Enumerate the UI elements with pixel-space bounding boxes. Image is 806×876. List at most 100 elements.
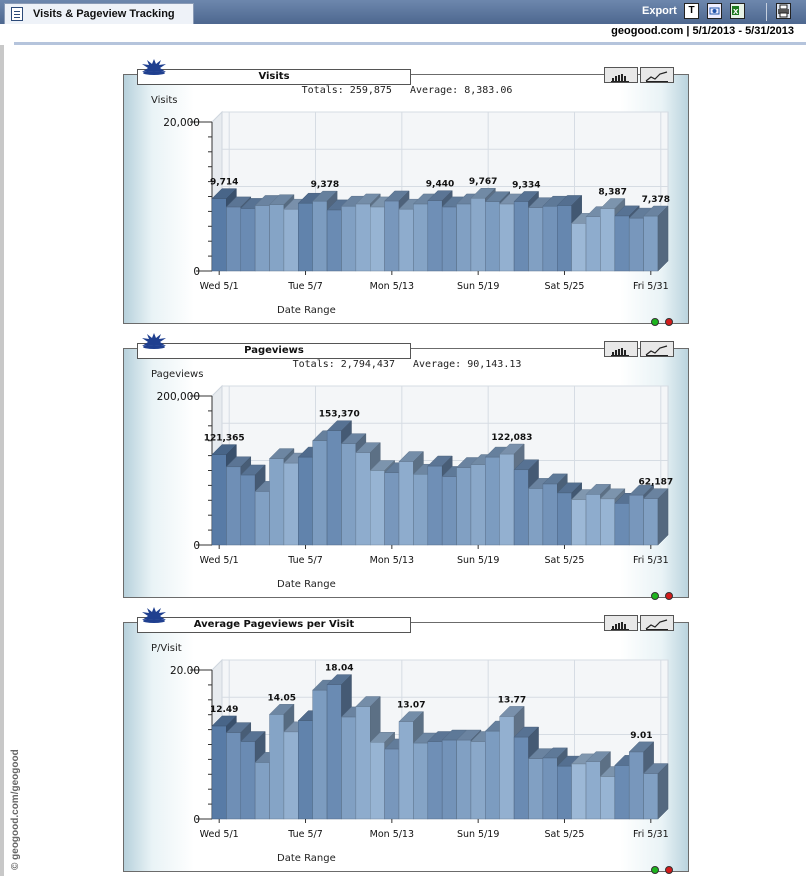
bar-front	[226, 732, 242, 820]
bar-front	[283, 208, 299, 272]
bar	[643, 488, 669, 546]
bar-front	[513, 201, 529, 272]
bar-side	[657, 488, 669, 546]
bar-chart-toggle-button[interactable]	[604, 67, 638, 83]
bar-side	[657, 762, 669, 820]
header-bar: Visits & Pageview Tracking Export T X	[0, 0, 806, 24]
bar-front	[643, 773, 659, 820]
bar-front	[571, 223, 587, 272]
bar-front	[585, 494, 601, 546]
data-label: 13.77	[498, 695, 526, 705]
starburst-icon	[141, 58, 167, 76]
x-tick-label: Sun 5/19	[457, 281, 499, 292]
bar-front	[427, 465, 443, 546]
bar-front	[341, 205, 357, 272]
bar-front	[456, 467, 472, 546]
bar-front	[585, 761, 601, 820]
bar-front	[398, 721, 414, 820]
text-export-icon[interactable]: T	[684, 3, 699, 19]
left-border	[0, 45, 4, 876]
x-tick-label: Wed 5/1	[200, 829, 239, 840]
bar-front	[557, 205, 572, 272]
green-status-dot[interactable]	[651, 592, 659, 600]
sub-header	[0, 24, 806, 42]
data-label: 12.49	[210, 705, 238, 715]
report-tab[interactable]: Visits & Pageview Tracking	[4, 3, 194, 24]
bar-front	[355, 706, 371, 820]
red-status-dot[interactable]	[665, 318, 673, 326]
bar-front	[614, 765, 630, 820]
bar-side	[657, 205, 669, 272]
bar-front	[298, 720, 313, 820]
pageviews-per-visit-chart-panel: Average Pageviews per Visit P/Visit Date R…	[123, 607, 689, 874]
bar-front	[600, 208, 616, 272]
x-axis-title: Date Range	[277, 853, 336, 864]
bar-front	[312, 440, 328, 546]
bar-front	[513, 469, 529, 546]
bar-front	[571, 763, 587, 820]
x-tick-label: Fri 5/31	[633, 281, 669, 292]
bar-front	[542, 205, 558, 272]
bar-front	[542, 483, 558, 546]
bar-front	[269, 458, 285, 546]
bar-front	[240, 474, 256, 546]
bar-front	[384, 748, 400, 820]
y-tick-label: 200,000	[157, 391, 200, 403]
y-tick-label: 20.00	[170, 665, 200, 677]
x-tick-label: Fri 5/31	[633, 555, 669, 566]
green-status-dot[interactable]	[651, 866, 659, 874]
bar-front	[470, 464, 486, 546]
y-axis-title: Visits	[151, 95, 178, 106]
bar-front	[427, 741, 443, 820]
bar-front	[398, 461, 414, 546]
bar-front	[528, 488, 544, 546]
line-chart-toggle-button[interactable]	[640, 615, 674, 631]
x-tick-label: Sat 5/25	[545, 555, 585, 566]
x-tick-label: Sun 5/19	[457, 829, 499, 840]
bar-front	[499, 203, 515, 272]
bar-front	[269, 714, 285, 820]
red-status-dot[interactable]	[665, 866, 673, 874]
bar-front	[269, 204, 285, 272]
bar-front	[485, 456, 500, 546]
red-status-dot[interactable]	[665, 592, 673, 600]
bar-front	[614, 503, 630, 546]
bar-chart-toggle-button[interactable]	[604, 341, 638, 357]
bar-chart: 200,000 0 121,365 153,370 122,083 62,187 Wed 5…	[157, 384, 673, 566]
y-tick-label: 20,000	[163, 117, 200, 129]
line-chart-toggle-button[interactable]	[640, 67, 674, 83]
bar-chart-toggle-button[interactable]	[604, 615, 638, 631]
data-label: 9,440	[426, 180, 454, 190]
bar-front	[370, 470, 385, 546]
green-status-dot[interactable]	[651, 318, 659, 326]
bar-front	[384, 472, 400, 546]
x-tick-label: Fri 5/31	[633, 829, 669, 840]
line-chart-toggle-button[interactable]	[640, 341, 674, 357]
data-label: 8,387	[598, 188, 626, 198]
x-tick-label: Wed 5/1	[200, 281, 239, 292]
x-tick-label: Mon 5/13	[370, 281, 414, 292]
bar-front	[413, 203, 429, 272]
site-date-range: geogood.com | 5/1/2013 - 5/31/2013	[611, 25, 794, 37]
totals-text: Totals: 259,875 Average: 8,383.06	[301, 85, 513, 96]
xml-export-icon[interactable]	[707, 3, 722, 19]
bar-front	[384, 200, 400, 272]
svg-text:X: X	[733, 8, 739, 16]
x-tick-label: Tue 5/7	[287, 829, 323, 840]
toolbar-separator	[766, 3, 767, 21]
y-tick-label: 0	[193, 266, 200, 278]
bar-front	[355, 203, 371, 272]
pageviews-chart-panel: Pageviews Totals: 2,794,437 Average: 90,1…	[123, 333, 689, 600]
data-label: 13.07	[397, 701, 425, 711]
bar-front	[370, 742, 385, 820]
starburst-icon	[141, 606, 167, 624]
print-icon[interactable]	[776, 3, 791, 19]
bar-front	[600, 498, 616, 546]
excel-export-icon[interactable]: X	[730, 3, 745, 19]
bar-front	[557, 765, 572, 820]
bar-front	[456, 203, 472, 272]
x-tick-label: Wed 5/1	[200, 555, 239, 566]
bar-front	[355, 452, 371, 546]
bar-front	[326, 430, 342, 546]
x-tick-label: Tue 5/7	[287, 555, 323, 566]
